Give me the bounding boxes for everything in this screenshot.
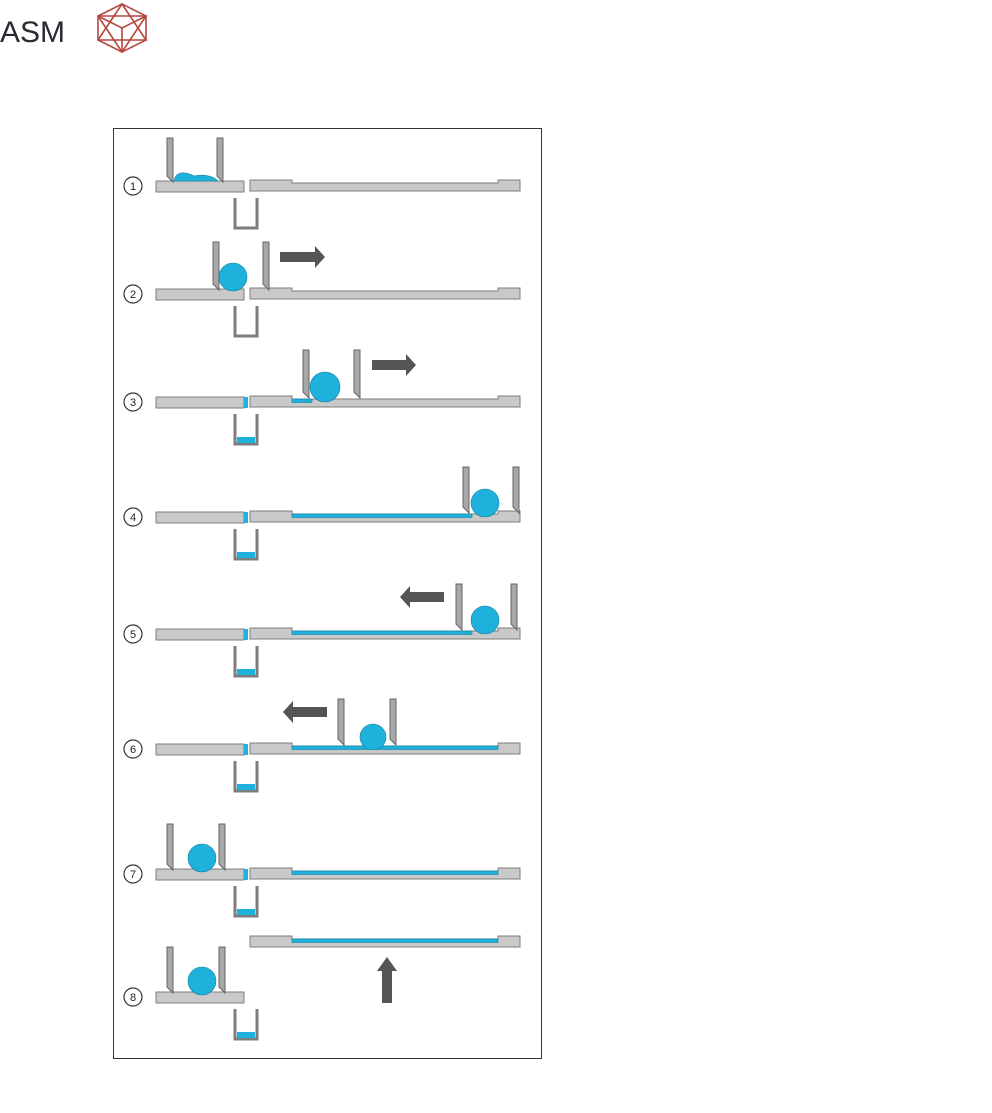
doctor-blade [462,466,470,515]
doctor-blade [510,583,518,632]
doctor-blade [216,137,224,184]
motion-arrow [280,246,325,268]
doctor-blade [212,241,220,292]
slurry-bead [470,488,500,518]
left-plate [155,628,245,641]
cup-liquid [237,669,255,675]
slurry-bead [187,966,217,996]
doctor-blade [262,241,270,292]
slurry-bead [359,723,387,751]
cup-liquid [237,437,255,443]
step-number: 7 [130,869,136,881]
step-number: 4 [130,512,136,524]
motion-arrow [372,354,416,376]
cup-liquid [237,909,255,915]
collection-cup [233,529,259,561]
step-circle [123,739,143,759]
doctor-blade [389,698,397,747]
step-number: 6 [130,744,136,756]
left-plate [155,288,245,301]
step-circle [123,176,143,196]
doctor-blade [218,823,226,872]
doctor-blade [302,349,310,400]
process-step: 8 [123,935,521,1041]
right-plate [249,179,521,192]
doctor-blade [166,137,174,184]
left-plate [155,180,245,193]
step-circle [123,624,143,644]
right-plate [249,287,521,300]
cup-liquid [237,1032,255,1038]
slot-fill [244,629,248,640]
step-number: 2 [130,289,136,301]
motion-arrow [400,586,444,608]
slurry-bead [187,843,217,873]
step-circle [123,507,143,527]
process-step: 6 [123,698,521,793]
slurry-bead [470,605,500,635]
process-step: 2 [123,241,521,338]
doctor-blade [337,698,345,747]
step-number: 1 [130,181,136,193]
step-circle [123,864,143,884]
coating-film [291,630,473,635]
slot-fill [244,869,248,880]
step-circle [123,392,143,412]
collection-cup [233,198,259,230]
step-circle [123,987,143,1007]
coating-film [291,398,313,403]
logo-icon [97,2,148,54]
doctor-blade [353,349,361,400]
collection-cup [233,646,259,678]
slot-fill [244,744,248,755]
process-step: 7 [123,823,521,918]
left-plate [155,511,245,524]
doctor-blade [166,823,174,872]
doctor-blade [455,583,463,632]
doctor-blade [218,946,226,995]
process-step: 1 [123,137,521,230]
step-number: 5 [130,629,136,641]
step-circle [123,284,143,304]
collection-cup [233,306,259,338]
motion-arrow [377,957,397,1003]
step-number: 3 [130,397,136,409]
process-step: 3 [123,349,521,446]
motion-arrow [283,701,327,723]
collection-cup [233,414,259,446]
slurry-bead [218,262,248,292]
cup-liquid [237,552,255,558]
coating-film [291,513,473,518]
collection-cup [233,886,259,918]
diagram-frame [113,128,542,1059]
doctor-blade [166,946,174,995]
doctor-blade [512,466,520,515]
slot-fill [244,397,248,408]
coating-film [291,745,499,750]
cup-liquid [237,784,255,790]
coating-film [291,938,499,943]
step-number: 8 [130,992,136,1004]
process-step: 5 [123,583,521,678]
logo-text: ASM [0,16,65,49]
right-plate [249,395,521,408]
slot-fill [244,512,248,523]
slurry-bead [309,371,341,403]
collection-cup [233,1009,259,1041]
left-plate [155,743,245,756]
left-plate [155,396,245,409]
collection-cup [233,761,259,793]
slurry [173,172,219,182]
process-step: 4 [123,466,521,561]
coating-film [291,870,499,875]
